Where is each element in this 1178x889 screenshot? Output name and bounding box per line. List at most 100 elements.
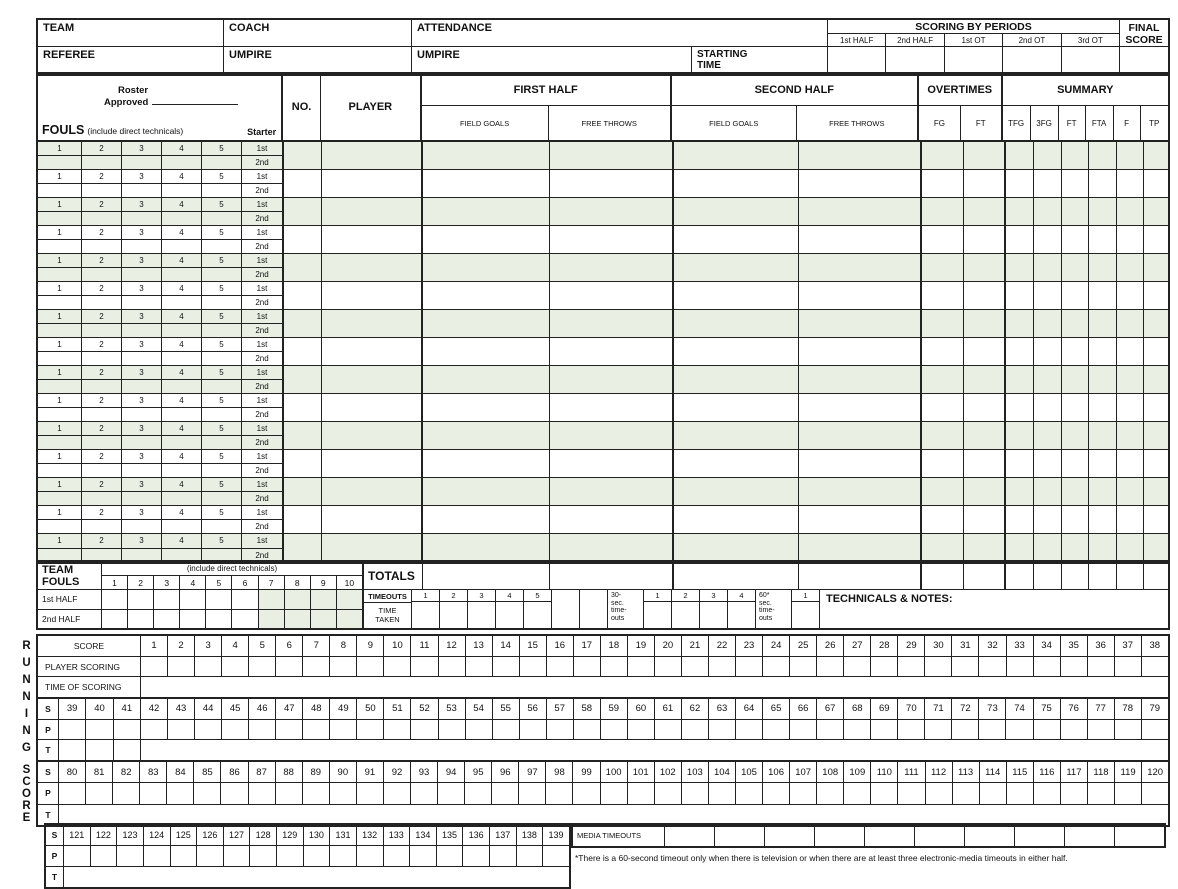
sh-free-throws-cell	[799, 142, 922, 169]
foul-count-cell: 5	[202, 198, 242, 211]
player-scoring-cell	[1061, 656, 1088, 677]
foul-count-cell: 1	[38, 282, 82, 295]
ot-ft-cell	[964, 310, 1006, 337]
player-scoring-cell	[117, 846, 144, 866]
sh-free-throws-cell	[799, 422, 922, 449]
sum-ft-cell	[1062, 338, 1089, 365]
running-score-cell: 34	[1034, 636, 1061, 656]
running-score-cell: 101	[628, 762, 655, 783]
roster-line: Roster	[118, 85, 149, 96]
foul-count-cell: 1	[38, 394, 82, 407]
running-band-2: S 39 40 41 42 43 44 45 46 47 48 49 50 51 52 53 54 55 56 57 5…	[38, 699, 1168, 762]
player-row: 1 2 3 4 5 1st 2nd	[38, 142, 1168, 170]
summary-group-title: SUMMARY	[1002, 74, 1168, 106]
fouls-subrow: 2nd	[38, 156, 282, 169]
running-score-section: SCORE 1 2 3 4 5 6 7 8 9 10 11 12 13 14 15 16 17 18 19 20 21 22…	[36, 634, 1170, 889]
timeout-number: 2	[440, 590, 467, 602]
fouls-grid: 1 2 3 4 5 1st 2nd	[38, 478, 284, 505]
foul-count-cell	[202, 212, 242, 225]
player-scoring-cell	[1061, 783, 1088, 804]
foul-count-cell	[202, 268, 242, 281]
sum-tfg-cell	[1006, 450, 1034, 477]
sum-tfg-cell	[1006, 366, 1034, 393]
running-score-cell: 58	[574, 699, 601, 719]
foul-count-cell	[82, 268, 122, 281]
running-score-cell: 88	[276, 762, 303, 783]
fh-field-goals-cell	[423, 506, 550, 533]
score-vertical-letter: R	[22, 800, 31, 812]
running-band-2-row: P	[38, 719, 1168, 741]
foul-count-cell: 2	[82, 534, 122, 548]
fouls-grid: 1 2 3 4 5 1st 2nd	[38, 198, 284, 225]
fh-free-throws-cell	[550, 450, 674, 477]
sum-tfg-cell	[1006, 534, 1034, 562]
first-half-group-title: FIRST HALF	[421, 74, 670, 106]
sum-tp-cell	[1144, 422, 1168, 449]
running-score-cell: 32	[979, 636, 1007, 656]
running-score-cell: 118	[1088, 762, 1116, 783]
player-scoring-cell	[736, 783, 764, 804]
media-timeouts-label: MEDIA TIMEOUTS	[573, 825, 665, 846]
running-score-cell: 52	[411, 699, 439, 719]
running-vertical-letter: N	[22, 725, 31, 737]
player-scoring-cell	[871, 719, 899, 740]
running-score-cell: 134	[410, 825, 437, 845]
player-scoring-cell	[1115, 656, 1142, 677]
sh-field-goals-cell	[674, 254, 799, 281]
running-score-cell: 24	[763, 636, 791, 656]
running-score-cell: 130	[304, 825, 331, 845]
player-scoring-cell	[543, 846, 569, 866]
running-score-cell: 135	[437, 825, 464, 845]
running-score-cell: 68	[844, 699, 872, 719]
team-foul-cell	[258, 590, 285, 609]
player-scoring-cell	[197, 846, 224, 866]
foul-count-cell: 4	[162, 478, 202, 491]
player-name-cell	[322, 170, 423, 197]
running-score-cell: 76	[1061, 699, 1088, 719]
player-scoring-cell	[682, 656, 709, 677]
fh-free-throws-cell	[550, 142, 674, 169]
team-foul-cell	[336, 609, 362, 628]
sum-ft-cell	[1062, 534, 1089, 562]
col-header-ft: FT	[975, 118, 986, 128]
player-row: 1 2 3 4 5 1st 2nd	[38, 534, 1168, 562]
player-scoring-cell	[64, 846, 91, 866]
timeout-cell: 3	[700, 590, 728, 628]
sum-tfg-cell	[1006, 506, 1034, 533]
running-score-cell: 48	[303, 699, 331, 719]
foul-count-cell: 4	[162, 422, 202, 435]
player-scoring-cell	[817, 719, 845, 740]
running-score-cell: 114	[980, 762, 1007, 783]
player-number-cell	[284, 506, 322, 533]
fh-free-throws-cell	[550, 198, 674, 225]
col-header-free-throws: FREE THROWS	[829, 118, 885, 128]
player-row: 1 2 3 4 5 1st 2nd	[38, 394, 1168, 422]
sum-3fg-cell	[1034, 198, 1062, 225]
running-score-cell: 16	[547, 636, 574, 656]
foul-count-cell: 4	[162, 394, 202, 407]
starter-half-tag: 2nd	[255, 410, 269, 419]
fouls-grid: 1 2 3 4 5 1st 2nd	[38, 338, 284, 365]
foul-count-cell: 4	[162, 450, 202, 463]
player-scoring-cell	[276, 656, 304, 677]
running-score-cell: 14	[493, 636, 520, 656]
fh-field-goals-cell	[423, 450, 550, 477]
foul-count-cell: 2	[82, 450, 122, 463]
player-scoring-cell	[249, 656, 277, 677]
fouls-subrow: 1 2 3 4 5 1st	[38, 282, 282, 296]
running-score-cell: 63	[709, 699, 737, 719]
overtimes-group-title: OVERTIMES	[918, 74, 1001, 106]
foul-count-cell	[82, 492, 122, 505]
player-scoring-cell	[114, 740, 141, 761]
running-vertical-letter: R	[22, 640, 31, 652]
running-score-cell: 3	[195, 636, 223, 656]
foul-count-cell	[162, 352, 202, 365]
player-scoring-cell	[898, 783, 926, 804]
foul-count-cell: 2	[82, 282, 122, 295]
media-timeout-cell	[1065, 825, 1115, 846]
player-scoring-cell	[1034, 656, 1061, 677]
foul-count-cell	[162, 464, 202, 477]
sum-tp-cell	[1144, 226, 1168, 253]
sum-tfg-cell	[1006, 170, 1034, 197]
fouls-grid: 1 2 3 4 5 1st 2nd	[38, 534, 284, 562]
